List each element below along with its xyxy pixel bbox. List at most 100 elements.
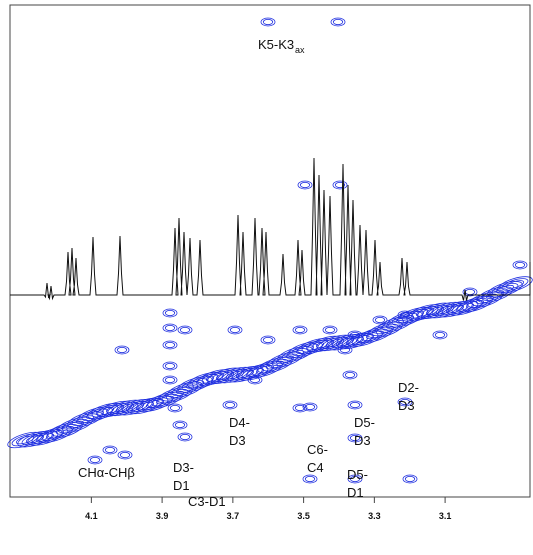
contour bbox=[297, 180, 313, 190]
contour bbox=[162, 308, 178, 318]
contour bbox=[342, 370, 358, 380]
contour bbox=[167, 403, 183, 413]
contour bbox=[347, 330, 363, 340]
contour bbox=[11, 433, 39, 447]
contour bbox=[294, 326, 306, 334]
contour bbox=[217, 366, 253, 384]
contour bbox=[177, 432, 193, 442]
contour bbox=[397, 310, 413, 320]
annotation: D3 bbox=[354, 433, 371, 448]
contour bbox=[301, 339, 329, 353]
contour bbox=[431, 303, 459, 317]
contour bbox=[177, 325, 193, 335]
contour bbox=[174, 421, 186, 429]
annotation: CHα-CHβ bbox=[78, 465, 135, 480]
contour bbox=[349, 434, 361, 442]
contour bbox=[179, 433, 191, 441]
contour bbox=[347, 400, 363, 410]
contour bbox=[164, 362, 176, 370]
x-tick-label: 3.5 bbox=[297, 511, 310, 521]
contour bbox=[205, 373, 225, 382]
contour bbox=[164, 341, 176, 349]
contour bbox=[337, 345, 353, 355]
contour bbox=[114, 345, 130, 355]
spectrum-trace bbox=[10, 157, 531, 301]
contour-map bbox=[7, 17, 533, 484]
annotation: K5-K3 bbox=[258, 37, 294, 52]
contour bbox=[179, 326, 191, 334]
contour bbox=[247, 361, 283, 378]
contour bbox=[116, 346, 128, 354]
contour bbox=[89, 456, 101, 464]
contour bbox=[117, 450, 133, 460]
contour bbox=[229, 326, 241, 334]
contour bbox=[255, 365, 275, 374]
contour bbox=[162, 323, 178, 333]
contour bbox=[102, 445, 118, 455]
annotation: C4 bbox=[307, 460, 324, 475]
contour bbox=[172, 420, 188, 430]
annotation: D3 bbox=[229, 433, 246, 448]
contour bbox=[164, 376, 176, 384]
contour bbox=[497, 276, 533, 293]
x-tick-label: 3.7 bbox=[227, 511, 240, 521]
contour bbox=[262, 336, 274, 344]
contour bbox=[372, 315, 388, 325]
x-tick-label: 3.9 bbox=[156, 511, 169, 521]
contour bbox=[135, 401, 155, 411]
plot-frame bbox=[9, 4, 531, 498]
annotation: D1 bbox=[173, 478, 190, 493]
contour bbox=[260, 335, 276, 345]
contour bbox=[404, 475, 416, 483]
contour bbox=[302, 402, 318, 412]
contour bbox=[27, 429, 63, 446]
contour bbox=[395, 315, 415, 324]
contour bbox=[292, 325, 308, 335]
contour bbox=[465, 300, 485, 309]
contour bbox=[169, 404, 181, 412]
contour bbox=[332, 18, 344, 26]
contour bbox=[77, 406, 113, 423]
x-tick-label: 4.1 bbox=[85, 511, 98, 521]
contour bbox=[302, 474, 318, 484]
contour bbox=[187, 372, 223, 389]
contour bbox=[119, 451, 131, 459]
contour bbox=[322, 325, 338, 335]
annotation: D4- bbox=[229, 415, 250, 430]
annotation: D5- bbox=[347, 467, 368, 482]
contour bbox=[164, 324, 176, 332]
contour bbox=[222, 400, 238, 410]
contour bbox=[304, 403, 316, 411]
contour bbox=[399, 311, 411, 319]
contour bbox=[332, 180, 348, 190]
contour bbox=[247, 375, 263, 385]
annotation: D1 bbox=[347, 485, 364, 500]
contour bbox=[287, 341, 323, 358]
contour bbox=[464, 288, 476, 296]
contour bbox=[374, 316, 386, 324]
contour bbox=[514, 261, 526, 269]
contour bbox=[45, 430, 65, 439]
contour bbox=[344, 371, 356, 379]
contour bbox=[397, 397, 413, 407]
contour bbox=[185, 380, 205, 389]
contour bbox=[330, 17, 346, 27]
annotation: C3-D1 bbox=[188, 494, 226, 509]
annotation: D5- bbox=[354, 415, 375, 430]
contour bbox=[235, 369, 255, 379]
contour bbox=[294, 404, 306, 412]
contour bbox=[260, 17, 276, 27]
contour bbox=[445, 304, 465, 314]
contour bbox=[162, 340, 178, 350]
contour bbox=[104, 446, 116, 454]
contour bbox=[292, 403, 308, 413]
contour bbox=[397, 306, 433, 324]
contour bbox=[512, 260, 528, 270]
contour bbox=[164, 309, 176, 317]
contour bbox=[25, 434, 45, 444]
contour bbox=[434, 331, 446, 339]
contour bbox=[501, 278, 529, 291]
contour bbox=[227, 325, 243, 335]
contour bbox=[349, 331, 361, 339]
